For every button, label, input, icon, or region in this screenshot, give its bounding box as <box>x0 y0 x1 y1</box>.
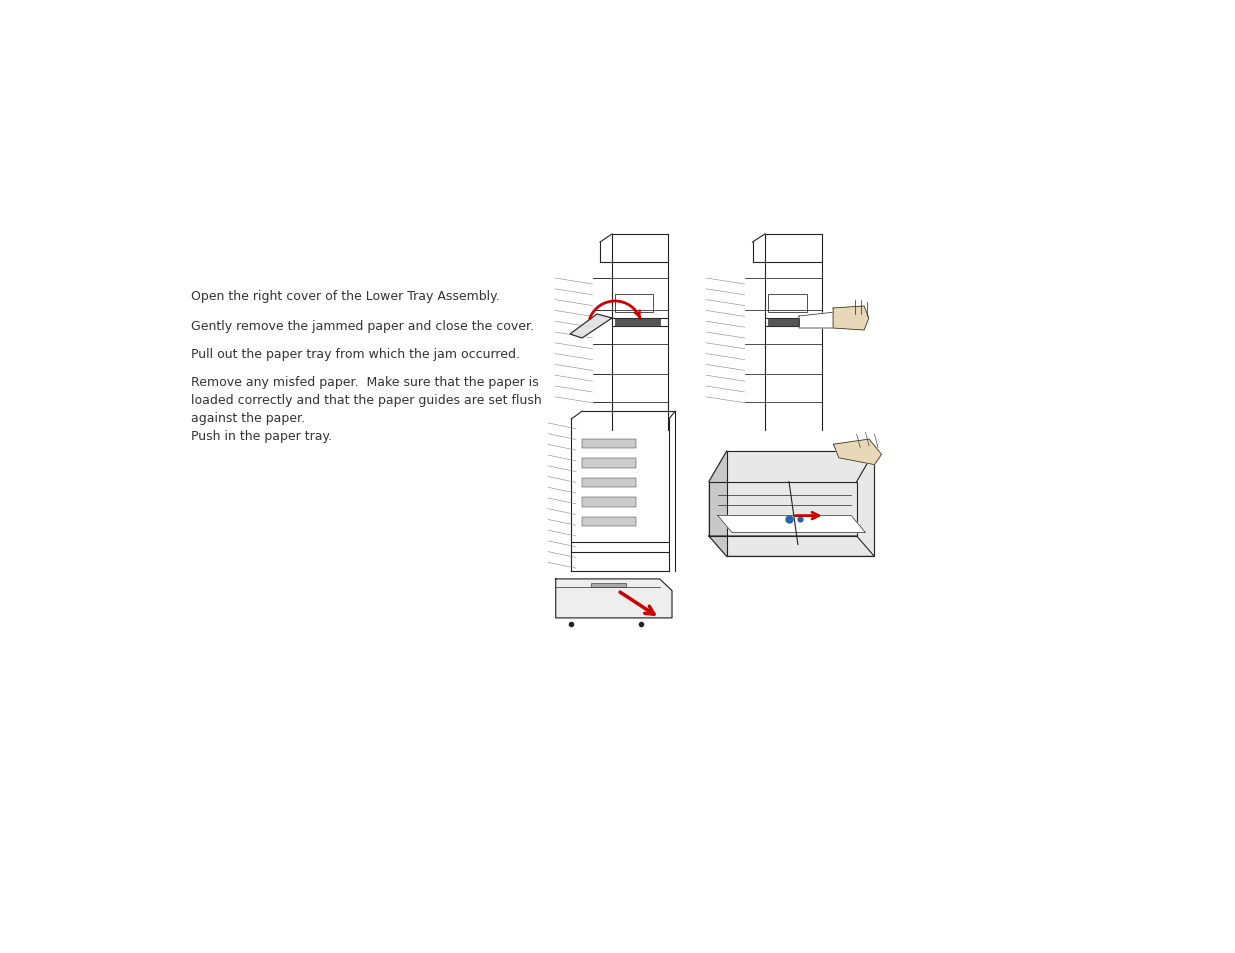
Bar <box>615 318 659 327</box>
Bar <box>582 478 636 488</box>
Bar <box>582 439 636 449</box>
Polygon shape <box>709 452 726 557</box>
Bar <box>582 458 636 468</box>
Polygon shape <box>556 579 672 618</box>
Text: Pull out the paper tray from which the jam occurred.: Pull out the paper tray from which the j… <box>191 348 520 360</box>
Bar <box>592 583 625 587</box>
Polygon shape <box>718 517 866 533</box>
Polygon shape <box>571 314 613 338</box>
Polygon shape <box>834 307 868 331</box>
Bar <box>768 318 799 327</box>
Polygon shape <box>834 439 882 465</box>
Text: Remove any misfed paper.  Make sure that the paper is
loaded correctly and that : Remove any misfed paper. Make sure that … <box>191 375 542 424</box>
Polygon shape <box>726 452 874 557</box>
Bar <box>768 294 806 313</box>
Text: Gently remove the jammed paper and close the cover.: Gently remove the jammed paper and close… <box>191 319 535 333</box>
Bar <box>582 517 636 527</box>
Polygon shape <box>709 482 857 537</box>
Text: Open the right cover of the Lower Tray Assembly.: Open the right cover of the Lower Tray A… <box>191 290 500 303</box>
Bar <box>615 294 652 313</box>
Text: Push in the paper tray.: Push in the paper tray. <box>191 430 332 442</box>
Polygon shape <box>709 537 874 557</box>
Polygon shape <box>799 311 853 329</box>
Bar <box>582 497 636 507</box>
